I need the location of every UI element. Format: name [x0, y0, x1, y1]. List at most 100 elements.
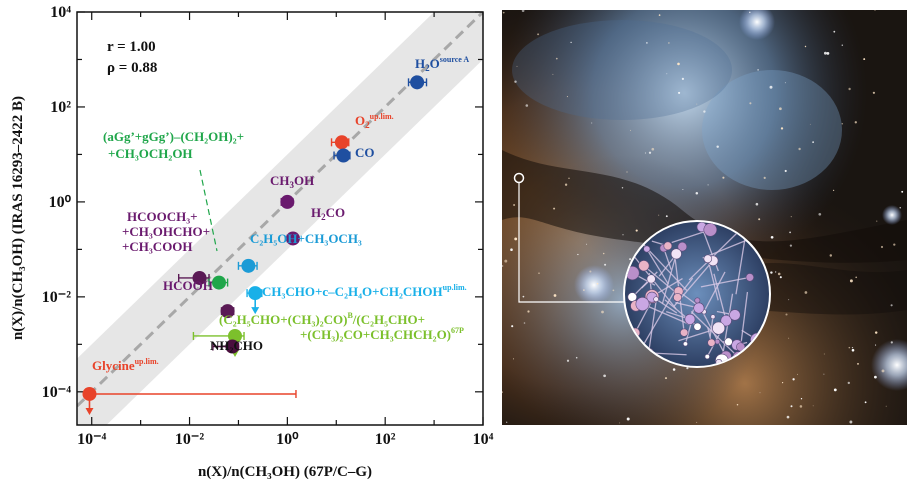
molecule-bond [661, 253, 677, 304]
label-propanal-line2: +(CH₃)₂CO+CH₃CHCH₂O)67P [300, 326, 464, 342]
star [511, 325, 514, 328]
molecule-atom [724, 337, 733, 347]
star [789, 231, 791, 234]
star [521, 10, 525, 13]
nebula-photo [502, 10, 907, 425]
star [596, 282, 599, 285]
star [829, 254, 833, 257]
star [770, 271, 773, 274]
label-glycol-line1: (aGg’+gGg’)–(CH₂OH)₂+ [103, 129, 244, 144]
star [583, 289, 585, 291]
star [586, 243, 588, 245]
star [695, 192, 699, 195]
star [512, 358, 515, 360]
molecule-atom [729, 309, 741, 321]
star [644, 152, 647, 154]
upper-limit-arrowhead [85, 407, 94, 415]
star [504, 259, 508, 263]
star [538, 272, 540, 275]
star [514, 237, 518, 241]
molecule-bond [690, 311, 739, 358]
star [696, 103, 698, 105]
molecule-atom [684, 313, 696, 325]
molecule-atom [693, 302, 705, 314]
molecule-atom [635, 297, 650, 311]
star [890, 341, 893, 344]
star-field [502, 10, 904, 424]
y-tick-label: 10⁴ [50, 4, 71, 21]
star [779, 276, 782, 279]
star [804, 45, 807, 48]
y-tick-label: 10⁰ [49, 194, 72, 211]
star [854, 121, 857, 124]
star [665, 215, 668, 218]
star [686, 367, 689, 370]
star [823, 51, 827, 55]
label-hcooch3-line3: +CH₃COOH [122, 239, 193, 254]
star [658, 214, 660, 216]
x-tick-label: 10⁰ [276, 431, 299, 448]
star [788, 337, 790, 339]
star [790, 216, 792, 218]
molecule-atom [720, 314, 732, 327]
star [833, 30, 836, 33]
star [555, 57, 558, 60]
label-ch3cho: CH₃CHO+c–C₂H₄O+CH₂CHOHup.lim. [262, 283, 467, 299]
star [664, 377, 668, 380]
molecule-atom [643, 245, 651, 253]
molecule-atom [710, 314, 716, 320]
molecule-atom [682, 341, 688, 347]
star [668, 42, 670, 44]
star [790, 405, 793, 408]
x-axis-title: n(X)/n(CH₃OH) (67P/C–G) [198, 464, 372, 480]
star [893, 243, 896, 246]
star [682, 189, 684, 190]
star [552, 73, 554, 75]
star [855, 276, 858, 279]
data-point [285, 231, 300, 246]
label-glycine: Glycineup.lim. [92, 357, 159, 373]
one-to-one-band [77, 12, 483, 425]
star [874, 331, 878, 334]
label-hcooh: HCOOH [163, 278, 213, 293]
star [604, 263, 607, 266]
molecule-bond [707, 258, 719, 301]
upper-limit-arrowhead [251, 307, 260, 315]
star [626, 171, 628, 173]
star [612, 289, 615, 292]
star [775, 271, 777, 273]
molecule-atom [638, 260, 650, 272]
correlation-scatter-chart: 10⁻⁴ 10⁻² 10⁰ 10² 10⁴ 10⁻⁴ 10⁻² 10⁰ 10² 10⁴ r = … [10, 4, 494, 480]
stat-pearson: r = 1.00 [107, 39, 156, 55]
star [651, 147, 655, 151]
star [880, 245, 884, 249]
label-hcooch3-line2: +CH₃OHCHO+ [122, 224, 210, 239]
data-points [82, 75, 425, 401]
star [789, 244, 793, 247]
molecule-atom [677, 241, 688, 252]
data-point [225, 339, 240, 354]
star [591, 122, 593, 124]
plot-frame [76, 11, 484, 426]
star [851, 348, 855, 352]
molecule-atom [712, 321, 726, 335]
star [800, 398, 803, 400]
molecule-bond [684, 321, 693, 345]
label-h2co: H2CO [311, 205, 345, 222]
star [502, 265, 504, 267]
star [784, 169, 787, 173]
star [514, 80, 517, 83]
star [849, 279, 853, 283]
molecule-inset [623, 220, 771, 368]
star [749, 11, 751, 14]
star [722, 176, 725, 179]
star [510, 248, 513, 251]
star [757, 69, 759, 71]
star [666, 73, 668, 75]
star [626, 417, 630, 421]
star [564, 183, 568, 186]
molecule-atom [703, 254, 713, 264]
star [603, 374, 606, 378]
molecule-atom [714, 339, 721, 345]
star [716, 145, 719, 148]
